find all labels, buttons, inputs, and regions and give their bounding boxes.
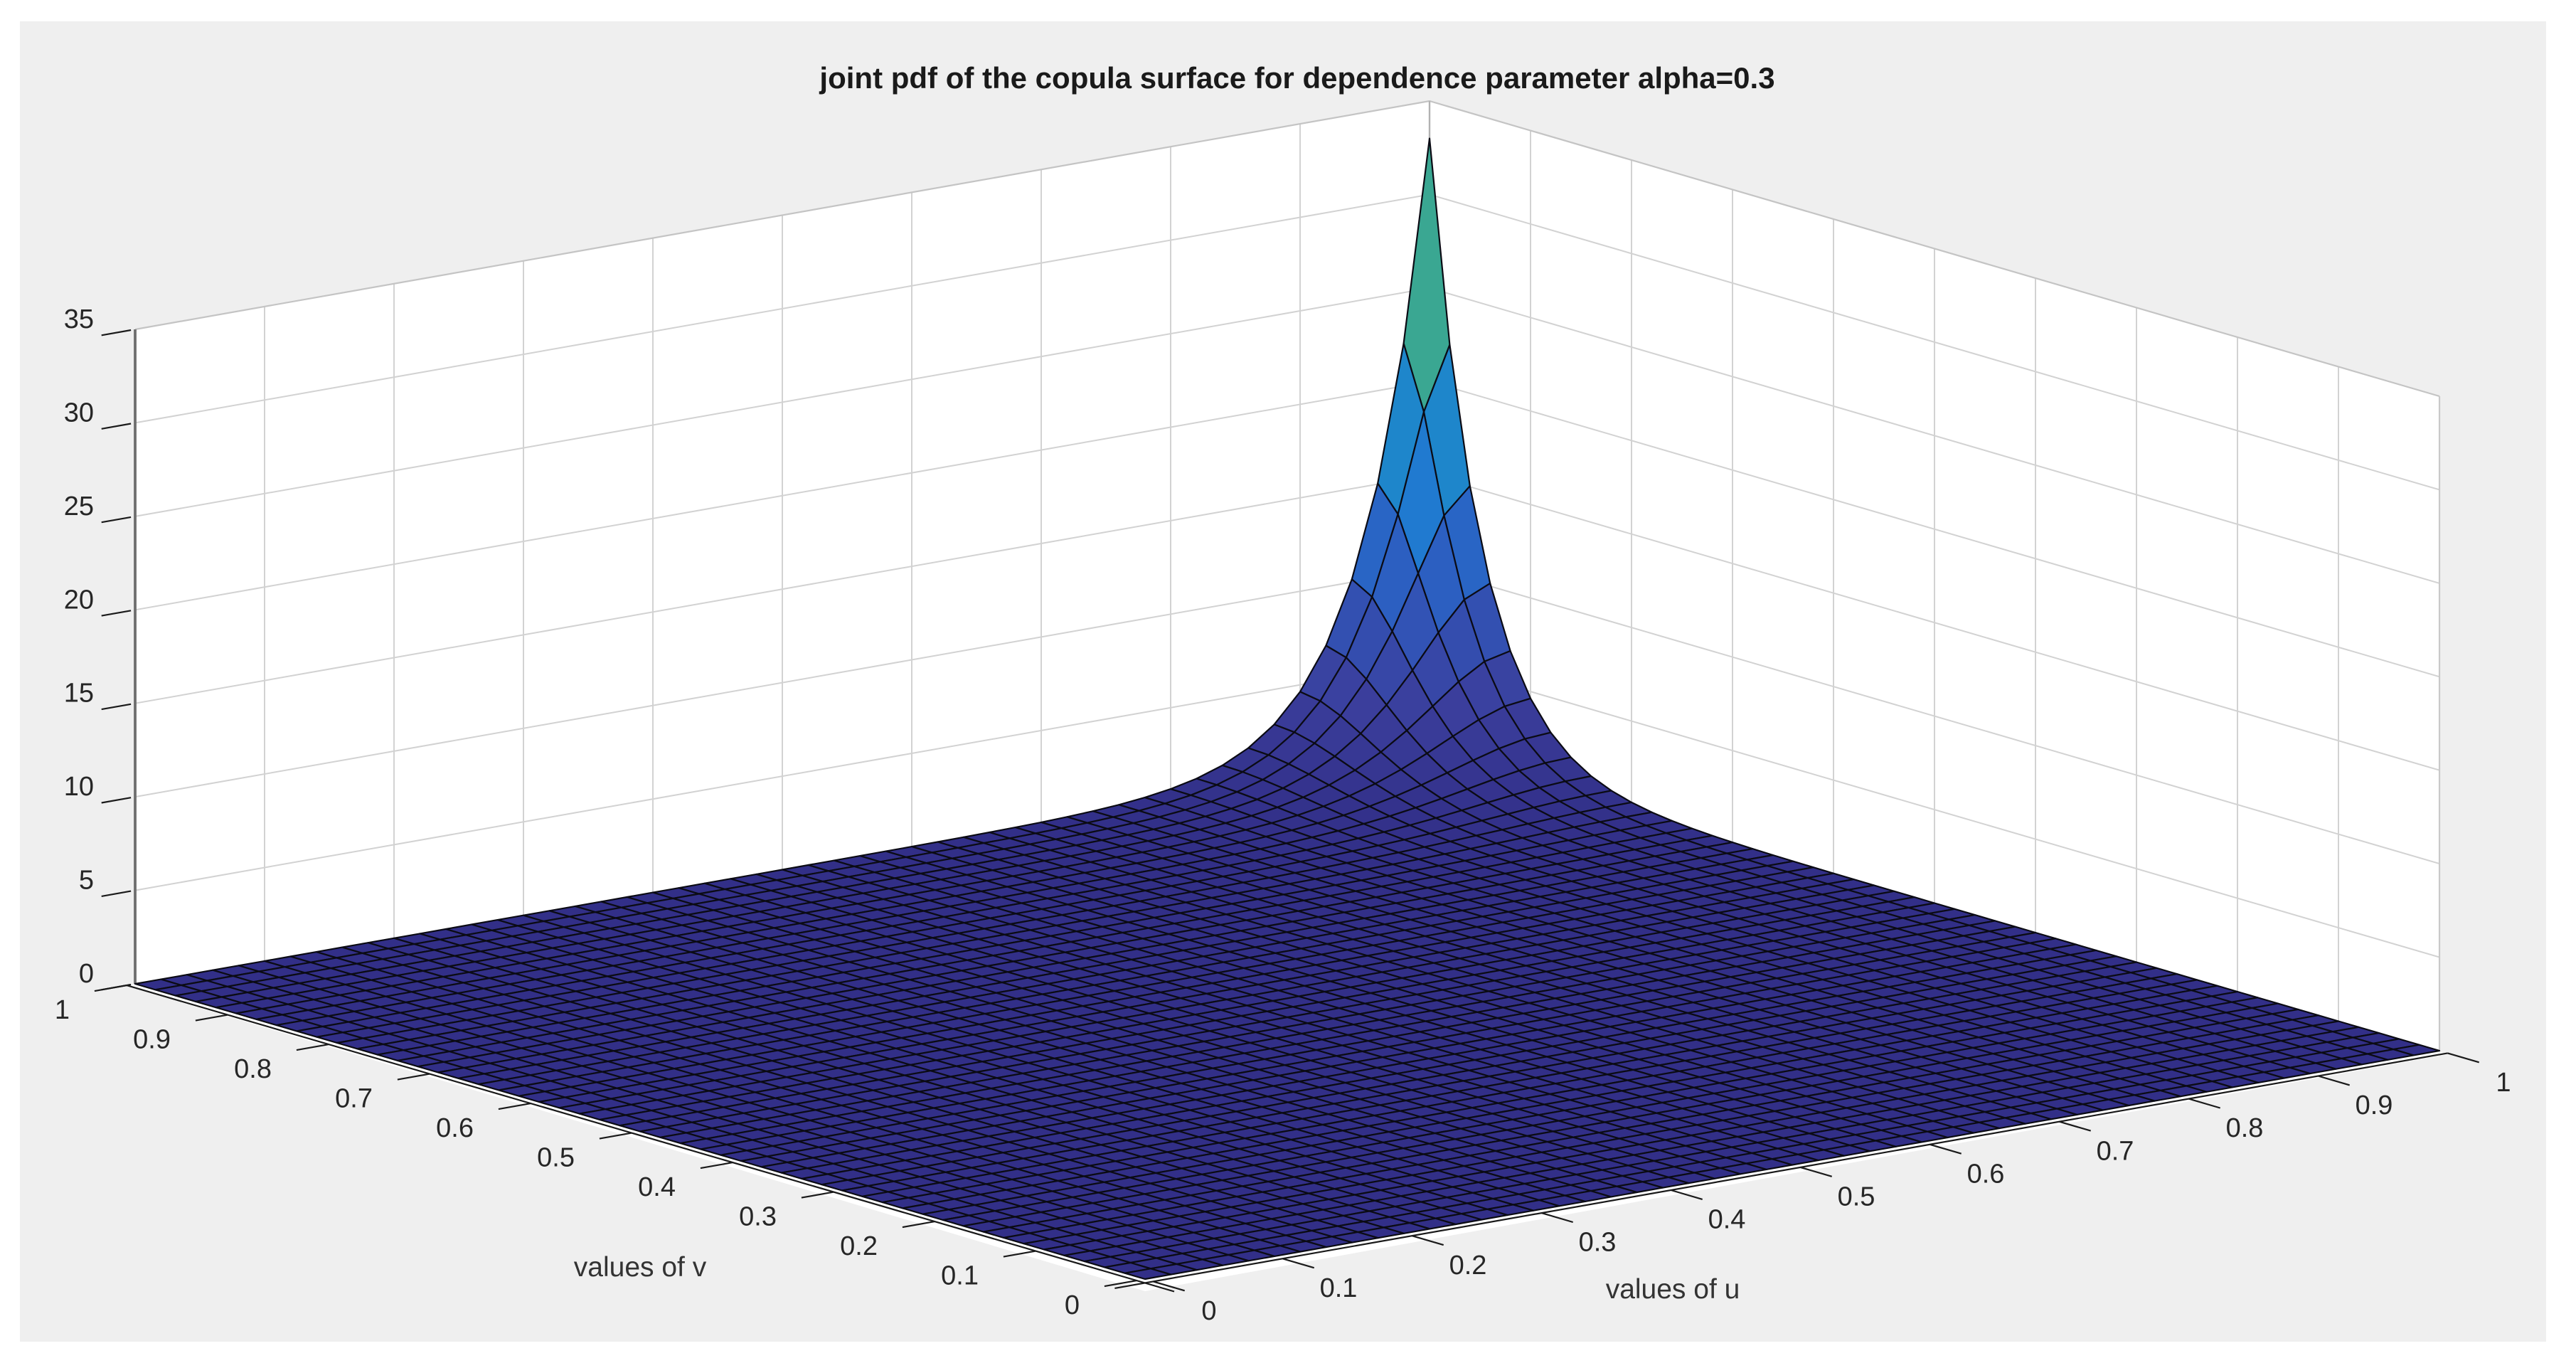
y-tick-label: 0.8: [234, 1054, 272, 1084]
x-tick-label: 0.8: [2226, 1113, 2264, 1143]
z-tick-label: 0: [79, 959, 94, 989]
y-tick-label: 1: [55, 995, 70, 1025]
plot-title: joint pdf of the copula surface for depe…: [819, 61, 1775, 95]
axis-ticks: [94, 329, 2480, 1292]
wall-grid: [134, 124, 2440, 1022]
x-tick-label: 0.3: [1579, 1228, 1617, 1258]
y-axis-label: values of v: [573, 1252, 707, 1283]
y-tick-label: 0.1: [941, 1261, 979, 1291]
x-tick-label: 0.5: [1838, 1182, 1875, 1212]
x-axis-label: values of u: [1605, 1274, 1740, 1305]
x-tick-label: 0.6: [1967, 1159, 2005, 1189]
y-tick-label: 0.3: [739, 1202, 777, 1232]
z-tick-label: 5: [79, 866, 94, 896]
z-tick-label: 30: [64, 398, 94, 428]
x-tick-label: 0.1: [1320, 1273, 1358, 1303]
y-tick-label: 0.2: [840, 1231, 878, 1261]
y-tick-label: 0: [1065, 1290, 1080, 1320]
x-tick-label: 0: [1201, 1296, 1216, 1326]
axis-rulers: [126, 985, 2448, 1293]
x-tick-label: 1: [2496, 1068, 2511, 1098]
y-tick-label: 0.5: [537, 1143, 575, 1173]
x-tick-label: 0.2: [1449, 1251, 1487, 1280]
surface-mesh: [134, 137, 2441, 1280]
z-tick-label: 10: [64, 772, 94, 802]
y-tick-label: 0.7: [335, 1084, 373, 1114]
y-tick-label: 0.4: [638, 1172, 676, 1202]
z-tick-label: 20: [64, 585, 94, 615]
tick-labels: 00.10.20.30.40.50.60.70.80.9100.10.20.30…: [55, 304, 2511, 1326]
x-tick-label: 0.9: [2356, 1091, 2393, 1120]
y-tick-label: 0.6: [436, 1113, 474, 1143]
z-tick-label: 25: [64, 492, 94, 521]
z-tick-label: 15: [64, 679, 94, 709]
x-tick-label: 0.4: [1708, 1205, 1746, 1235]
x-tick-label: 0.7: [2097, 1136, 2134, 1166]
z-tick-label: 35: [64, 304, 94, 334]
y-tick-label: 0.9: [133, 1025, 171, 1055]
